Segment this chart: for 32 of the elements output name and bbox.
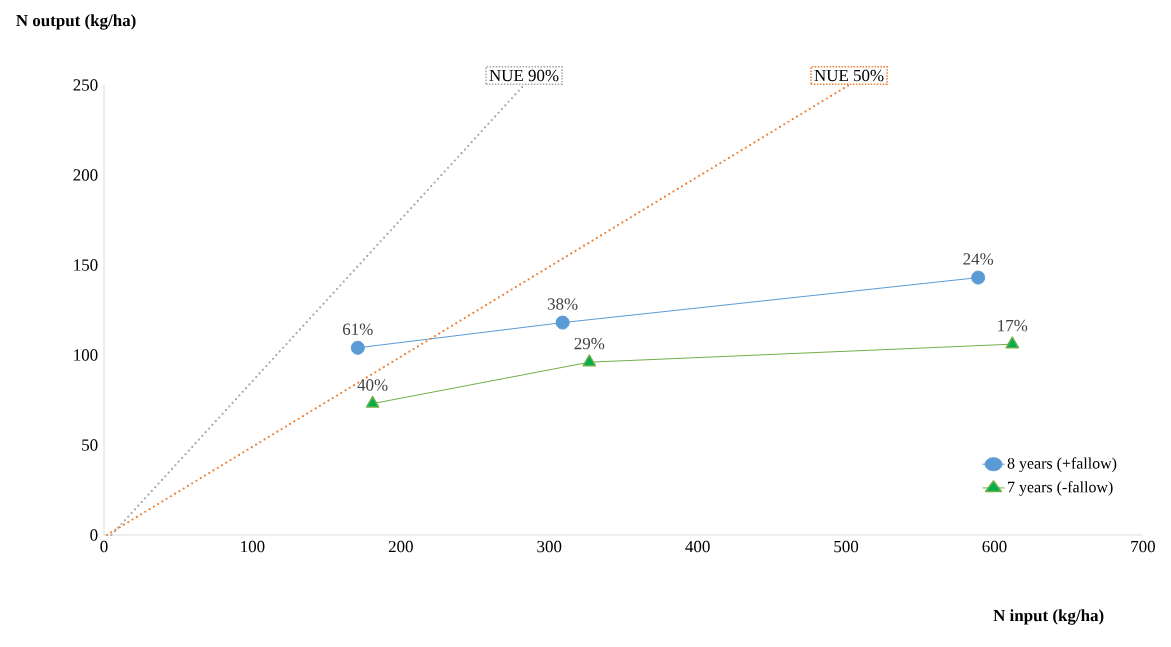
y-tick-label: 250 [73, 79, 98, 91]
annotation: 38% [547, 298, 578, 310]
annotation: 17% [998, 319, 1028, 332]
legend-label: 8 years (+fallow) [1007, 457, 1117, 472]
x-tick-label: 500 [834, 540, 859, 553]
x-tick-label: 200 [388, 540, 413, 553]
x-tick-label: 600 [982, 540, 1007, 553]
point [350, 340, 365, 355]
x-tick-label: 700 [1131, 540, 1155, 553]
point [365, 395, 380, 408]
x-tick-label: 300 [537, 540, 562, 553]
annotation: 40% [357, 379, 388, 391]
annotation: 61% [343, 323, 373, 335]
series-label: NUE 90% [489, 69, 559, 82]
x-tick-label: 100 [241, 540, 265, 553]
legend-label: 7 years (-fallow) [1008, 481, 1113, 496]
y-tick-label: 150 [74, 259, 98, 271]
x-tick-label: 0 [100, 540, 108, 553]
point [1005, 336, 1020, 349]
y-tick-label: 100 [74, 349, 98, 361]
y-tick-label: 50 [82, 439, 98, 451]
point [555, 315, 570, 330]
annotation: 29% [574, 337, 605, 350]
point [971, 270, 986, 285]
y-tick-label: 0 [90, 529, 98, 541]
y-axis-title: N output (kg/ha) [16, 14, 136, 30]
annotation: 24% [963, 253, 994, 265]
x-axis-title: N input (kg/ha) [993, 609, 1104, 625]
series-label: NUE 50% [814, 69, 884, 82]
x-tick-label: 400 [685, 540, 710, 553]
y-tick-label: 200 [73, 169, 98, 181]
point [582, 354, 597, 367]
